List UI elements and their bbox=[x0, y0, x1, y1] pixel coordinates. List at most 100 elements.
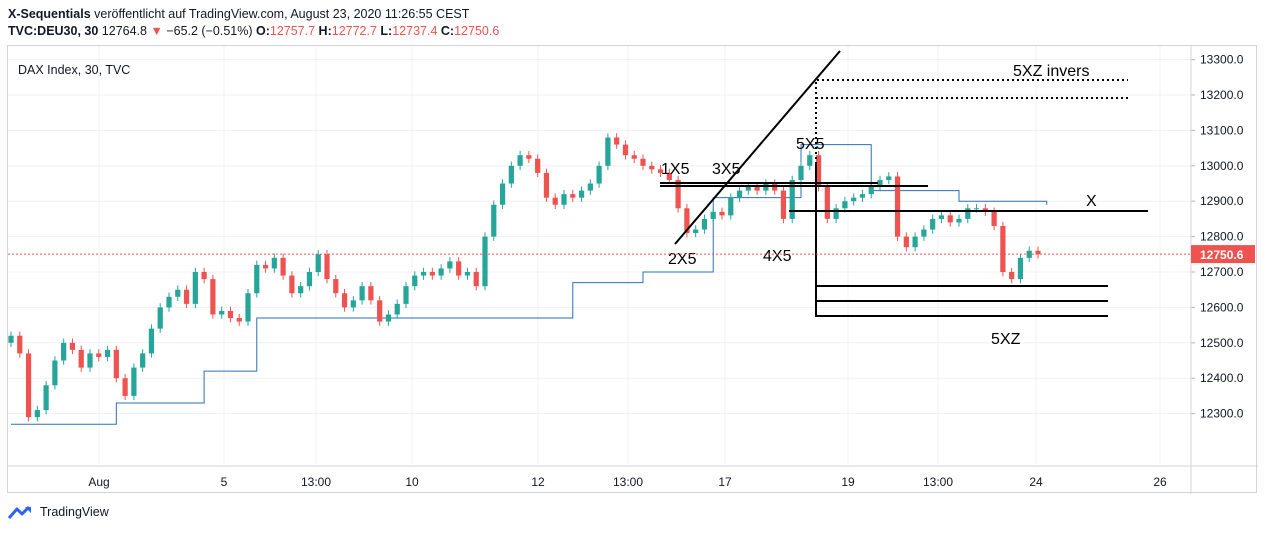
candle-body bbox=[420, 272, 427, 276]
annotation-label: 3X5 bbox=[712, 161, 741, 178]
price-chart[interactable]: 13300.0 13200.0 13100.0 13000.0 12900.0 12800… bbox=[8, 46, 1258, 494]
close-value: 12750.6 bbox=[454, 24, 500, 38]
candle-body bbox=[877, 179, 883, 188]
candle-body bbox=[798, 165, 804, 180]
candle-body bbox=[666, 172, 672, 180]
candle-body bbox=[447, 261, 453, 269]
candle-body bbox=[780, 190, 787, 219]
candle-body bbox=[973, 208, 980, 210]
footer: TradingView bbox=[8, 505, 109, 519]
candle-body bbox=[578, 190, 585, 198]
annotation-label: X bbox=[1086, 193, 1097, 210]
candle-body bbox=[227, 310, 234, 319]
candle-body bbox=[148, 328, 155, 354]
candle-body bbox=[570, 194, 576, 198]
x-tick-label: 13:00 bbox=[613, 475, 643, 489]
candle-body bbox=[815, 155, 822, 188]
publisher-name[interactable]: X-Sequentials bbox=[8, 7, 91, 21]
candle-body bbox=[271, 257, 277, 269]
x-tick-label: 10 bbox=[405, 475, 419, 489]
candle-body bbox=[78, 349, 84, 368]
candle-body bbox=[710, 211, 716, 219]
candle-body bbox=[333, 279, 339, 294]
candle-body bbox=[640, 158, 646, 166]
candle-body bbox=[622, 144, 629, 156]
candle-body bbox=[52, 360, 58, 386]
candle-body bbox=[61, 342, 67, 361]
candle-body bbox=[122, 378, 128, 396]
candle-body bbox=[254, 264, 260, 294]
current-price-tag bbox=[1191, 245, 1255, 264]
candle-body bbox=[96, 353, 102, 357]
candle-body bbox=[43, 385, 49, 411]
x-tick-label: 13:00 bbox=[301, 475, 331, 489]
candle-body bbox=[684, 208, 690, 234]
x-tick-label: 19 bbox=[841, 475, 855, 489]
candle-body bbox=[236, 318, 242, 322]
last-price: 12764.8 bbox=[101, 24, 147, 38]
tradingview-logo-icon[interactable] bbox=[8, 505, 34, 519]
candle-body bbox=[851, 197, 857, 202]
candle-body bbox=[245, 293, 251, 322]
candle-body bbox=[657, 169, 664, 173]
candle-body bbox=[894, 176, 901, 237]
candle-body bbox=[930, 218, 936, 230]
candle-body bbox=[517, 155, 523, 166]
candle-body bbox=[192, 272, 198, 304]
candle-body bbox=[842, 201, 848, 209]
candle-body bbox=[736, 190, 743, 198]
annotation-label: 1X5 bbox=[661, 161, 690, 178]
candle-body bbox=[543, 172, 550, 198]
candle-body bbox=[719, 211, 725, 216]
trend-line bbox=[674, 50, 841, 245]
candle-body bbox=[210, 279, 216, 315]
candle-body bbox=[473, 272, 479, 287]
candle-body bbox=[157, 307, 163, 329]
candle-body bbox=[499, 183, 506, 205]
high-value: 12772.7 bbox=[331, 24, 377, 38]
candle-body bbox=[403, 286, 409, 304]
candle-body bbox=[429, 272, 435, 276]
candle-body bbox=[341, 293, 348, 308]
annotation-label: 5XZ bbox=[991, 331, 1021, 348]
open-label: O: bbox=[255, 24, 270, 38]
candle-body bbox=[763, 183, 769, 191]
x-tick-label: 17 bbox=[718, 475, 732, 489]
candle-body bbox=[561, 194, 567, 205]
candle-body bbox=[912, 236, 918, 248]
candle-body bbox=[482, 236, 488, 287]
candle-body bbox=[113, 349, 119, 379]
y-tick-label: 12600.0 bbox=[1200, 300, 1244, 314]
x-tick-label: 24 bbox=[1029, 475, 1043, 489]
chart-frame[interactable]: 13300.0 13200.0 13100.0 13000.0 12900.0 12800… bbox=[7, 45, 1258, 494]
symbol-label: TVC:DEU30, 30 bbox=[8, 24, 99, 38]
low-label: L: bbox=[380, 24, 393, 38]
candle-body bbox=[956, 218, 962, 223]
y-tick-label: 12800.0 bbox=[1200, 230, 1244, 244]
candle-body bbox=[693, 229, 699, 234]
candle-body bbox=[1009, 272, 1015, 280]
candle-body bbox=[947, 215, 953, 223]
candle-body bbox=[701, 218, 708, 230]
candle-body bbox=[201, 272, 207, 280]
candle-body bbox=[903, 236, 909, 248]
x-tick-label: 26 bbox=[1153, 475, 1167, 489]
candle-body bbox=[359, 286, 365, 301]
candle-body bbox=[535, 158, 541, 173]
candle-body bbox=[745, 187, 751, 191]
y-tick-label: 13000.0 bbox=[1200, 159, 1244, 173]
candle-body bbox=[1000, 225, 1006, 273]
close-label: C: bbox=[440, 24, 455, 38]
tradingview-brand[interactable]: TradingView bbox=[40, 505, 109, 519]
x-tick-label: 5 bbox=[221, 475, 228, 489]
candle-body bbox=[104, 349, 111, 357]
publish-line: X-Sequentials veröffentlicht auf Trading… bbox=[8, 6, 499, 23]
candle-body bbox=[491, 204, 497, 237]
candle-body bbox=[772, 183, 778, 191]
candle-body bbox=[25, 353, 32, 418]
candle-body bbox=[69, 342, 76, 350]
chart-title: DAX Index, 30, TVC bbox=[18, 63, 130, 77]
candle-body bbox=[789, 179, 795, 219]
candle-body bbox=[377, 300, 383, 322]
candle-body bbox=[34, 410, 40, 418]
